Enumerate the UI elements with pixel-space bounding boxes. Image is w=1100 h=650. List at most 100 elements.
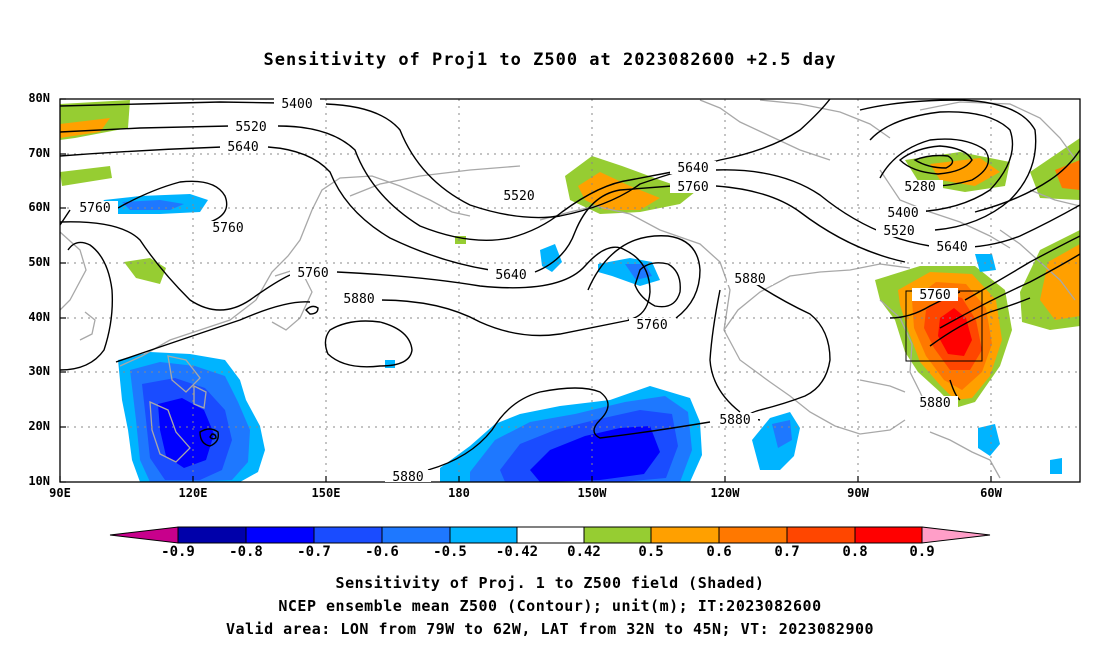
contour [277, 125, 673, 241]
shade-negative [540, 244, 562, 272]
shade-positive [578, 172, 660, 210]
lon-label: 120W [710, 486, 740, 500]
contour-label: 5760 [297, 266, 328, 281]
shade-negative [772, 420, 792, 448]
lat-label: 30N [28, 364, 50, 378]
contour [587, 235, 701, 319]
colorbar-cell [854, 526, 923, 544]
coastline [539, 205, 906, 435]
lon-label: 150W [577, 486, 607, 500]
contour-label: 5520 [503, 189, 534, 204]
plot-frame [59, 98, 1081, 483]
contour-label: 5520 [883, 224, 914, 239]
colorbar-cell [583, 526, 652, 544]
contour [60, 125, 231, 133]
lat-label: 70N [28, 146, 50, 160]
contour [898, 145, 973, 175]
shade-negative [978, 424, 1000, 456]
contour-label-bg [228, 120, 274, 133]
contour [60, 146, 223, 157]
lon-label: 180 [448, 486, 470, 500]
contour-label: 5760 [636, 318, 667, 333]
contour-label-bg [727, 272, 773, 285]
contour-label: 5640 [227, 140, 258, 155]
colorbar-cell [449, 526, 518, 544]
z500-contours [60, 99, 1080, 471]
shade-positive [60, 166, 112, 186]
caption-line-2: NCEP ensemble mean Z500 (Contour); unit(… [278, 597, 822, 615]
shade-negative [598, 258, 660, 286]
contour-label-bg [897, 180, 943, 193]
contour [60, 209, 71, 226]
contour-label-bg [274, 97, 320, 110]
contour [859, 99, 1037, 231]
contour [115, 301, 311, 363]
contour-label-bg [385, 470, 431, 482]
coastline [999, 229, 1076, 301]
lat-label: 50N [28, 255, 50, 269]
contour [949, 379, 961, 401]
contour [748, 279, 831, 421]
shade-positive [1055, 160, 1080, 190]
contour [929, 297, 1031, 347]
colorbar-label: 0.8 [842, 544, 868, 560]
shade-negative [385, 360, 395, 368]
contour-label-bg [912, 288, 958, 301]
contour [964, 235, 1080, 301]
contour [939, 253, 1080, 329]
lon-label: 90W [847, 486, 869, 500]
colorbar-label: -0.7 [297, 544, 331, 560]
colorbar-cell [109, 526, 179, 544]
shade-positive [60, 118, 110, 138]
lat-label: 40N [28, 310, 50, 324]
coastline [879, 299, 929, 411]
contour-label-bg [336, 292, 382, 305]
lon-label: 150E [311, 486, 341, 500]
coastline [1029, 189, 1080, 207]
lat-label: 20N [28, 419, 50, 433]
contour-label-bg [670, 161, 716, 174]
colorbar-label: -0.6 [365, 544, 399, 560]
contour-label: 5880 [719, 413, 750, 428]
contour [60, 241, 114, 371]
contour [305, 305, 319, 315]
contour [336, 246, 651, 321]
shade-negative [158, 398, 214, 468]
colorbar-cell [786, 526, 856, 544]
coastline [759, 99, 891, 139]
contour [715, 185, 906, 263]
contour [117, 180, 228, 223]
contour-label-bg [488, 268, 534, 281]
figure-title: Sensitivity of Proj1 to Z500 at 20230826… [263, 50, 837, 70]
coastline [859, 379, 906, 393]
colorbar-label: -0.8 [229, 544, 263, 560]
contour-label-bg [670, 180, 716, 193]
contour [534, 185, 673, 273]
coastline [149, 400, 191, 463]
colorbar [109, 526, 991, 544]
contour [325, 99, 831, 219]
contour-label: 5640 [936, 240, 967, 255]
colorbar-cell [921, 526, 991, 544]
contour [715, 169, 1080, 249]
contour [427, 387, 711, 471]
shade-negative [752, 412, 800, 470]
contour [199, 428, 220, 447]
axis-ticks [59, 98, 992, 483]
contour-label: 5880 [392, 470, 423, 485]
colorbar-label: -0.9 [161, 544, 195, 560]
colorbar-cell [650, 526, 720, 544]
colorbar-cell [313, 526, 383, 544]
coastline [349, 165, 521, 197]
contour-labels: 5400 5520 5640 5760 5760 5520 5640 5760 … [72, 97, 975, 485]
shade-positive [930, 158, 1000, 186]
contour [60, 221, 291, 311]
lon-label: 90E [49, 486, 71, 500]
contour [709, 289, 741, 413]
contour-label-bg [912, 396, 958, 409]
contour-label: 5880 [919, 396, 950, 411]
contour-label-bg [712, 413, 758, 426]
coastline [119, 175, 471, 367]
contour [634, 262, 681, 308]
